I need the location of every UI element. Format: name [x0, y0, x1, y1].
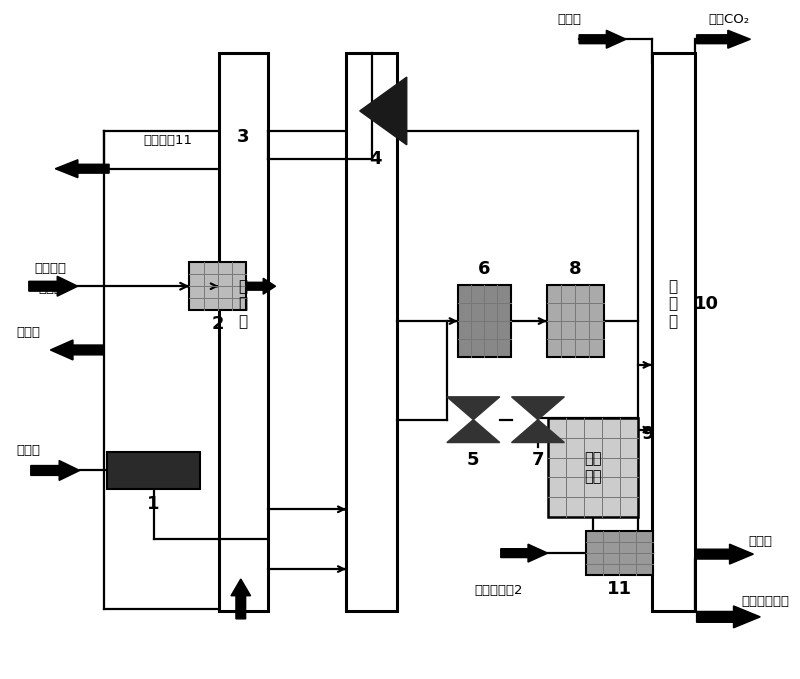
Bar	[190, 262, 246, 310]
Text: 去回收: 去回收	[749, 534, 773, 548]
Text: 2: 2	[211, 315, 224, 333]
Polygon shape	[55, 160, 109, 178]
Text: 去换热器11: 去换热器11	[143, 134, 192, 147]
Text: 来自换热器2: 来自换热器2	[474, 585, 523, 598]
Text: 去吸收剂储罐: 去吸收剂储罐	[742, 595, 790, 608]
Text: 吸收剂: 吸收剂	[38, 282, 62, 295]
Polygon shape	[697, 544, 754, 564]
Text: 4: 4	[369, 150, 382, 168]
Text: 吸
收
塔: 吸 收 塔	[238, 279, 248, 329]
Text: 5: 5	[467, 450, 479, 469]
Text: 膜解
吸器: 膜解 吸器	[584, 452, 602, 483]
Text: 1: 1	[147, 495, 160, 513]
Text: 7: 7	[532, 450, 544, 469]
Polygon shape	[447, 397, 500, 420]
Text: 原料气: 原料气	[17, 444, 41, 457]
Polygon shape	[50, 340, 104, 360]
Bar	[546, 285, 603, 357]
Text: 来自储罐: 来自储罐	[34, 262, 66, 275]
Polygon shape	[447, 420, 500, 443]
Text: 净化气: 净化气	[17, 325, 41, 339]
Bar	[548, 418, 638, 517]
Text: 9: 9	[642, 424, 654, 443]
Polygon shape	[511, 397, 565, 420]
Polygon shape	[246, 278, 275, 294]
Polygon shape	[511, 420, 565, 443]
Polygon shape	[697, 31, 750, 48]
Polygon shape	[29, 276, 78, 296]
Bar	[651, 53, 694, 611]
Polygon shape	[231, 579, 250, 619]
Text: 11: 11	[606, 580, 632, 598]
Bar	[458, 285, 510, 357]
Polygon shape	[697, 606, 760, 628]
Text: 回收CO₂: 回收CO₂	[708, 13, 750, 26]
Polygon shape	[501, 544, 548, 562]
Text: 洗涤水: 洗涤水	[558, 13, 582, 26]
Text: 3: 3	[237, 128, 250, 146]
Text: 6: 6	[478, 260, 490, 278]
Polygon shape	[360, 77, 406, 145]
Bar	[107, 452, 200, 490]
Bar	[218, 53, 268, 611]
Bar	[346, 53, 397, 611]
Polygon shape	[579, 31, 626, 48]
Bar	[586, 531, 653, 575]
Text: 水
洗
塔: 水 洗 塔	[669, 279, 678, 329]
Text: 8: 8	[569, 260, 582, 278]
Text: 10: 10	[694, 295, 719, 313]
Polygon shape	[30, 460, 80, 481]
